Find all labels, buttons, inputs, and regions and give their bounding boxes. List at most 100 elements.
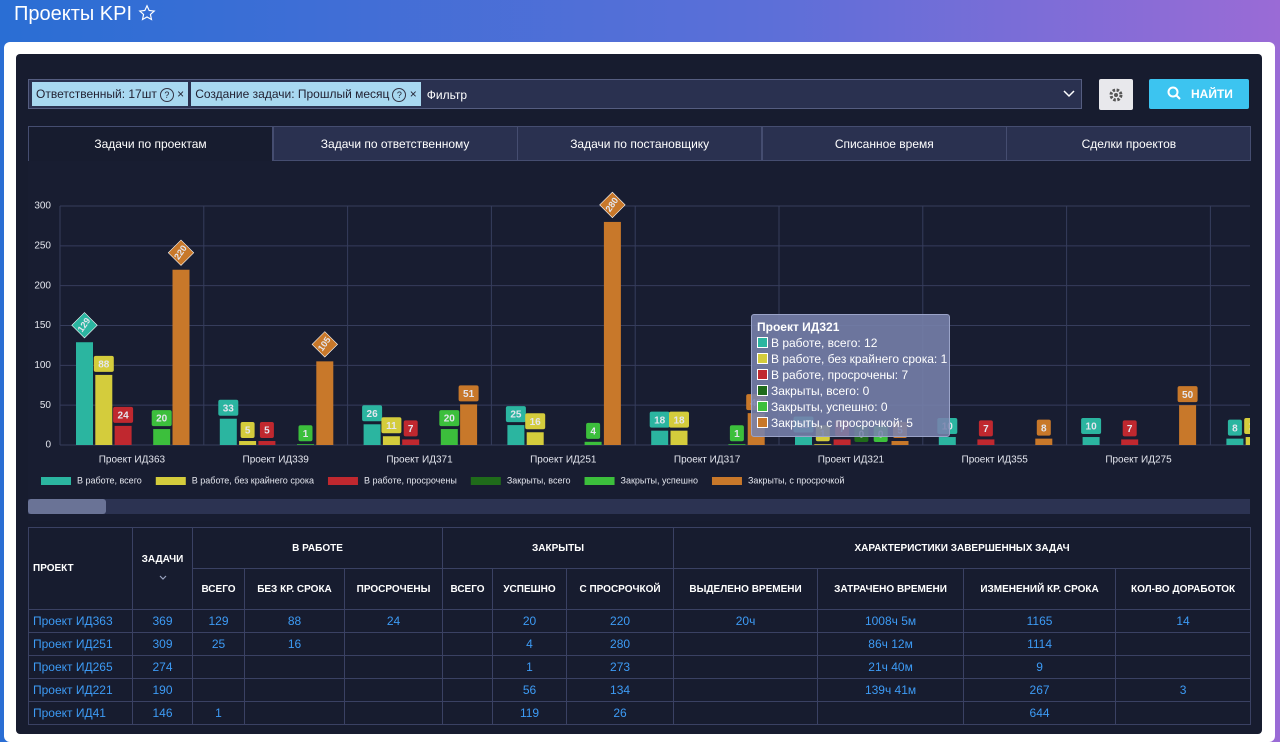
project-link[interactable]: Проект ИД41 bbox=[29, 702, 133, 725]
table-cell bbox=[674, 702, 818, 725]
data-label: 18 bbox=[650, 412, 670, 428]
table-cell bbox=[443, 610, 493, 633]
filter-bar[interactable]: Ответственный: 17шт? ×Создание задачи: П… bbox=[28, 79, 1082, 109]
legend-label: В работе, просрочены bbox=[364, 475, 457, 485]
legend-swatch bbox=[712, 477, 742, 485]
project-link[interactable]: Проект ИД265 bbox=[29, 656, 133, 679]
header-row: ВСЕГОБЕЗ КР. СРОКАПРОСРОЧЕНЫВСЕГОУСПЕШНО… bbox=[29, 569, 1251, 610]
filter-chip[interactable]: Ответственный: 17шт? × bbox=[32, 82, 188, 106]
project-link[interactable]: Проект ИД363 bbox=[29, 610, 133, 633]
tab[interactable]: Списанное время bbox=[762, 126, 1007, 161]
group-header: ЗАКРЫТЫ bbox=[443, 528, 674, 569]
legend-swatch bbox=[328, 477, 358, 485]
table-cell: 26 bbox=[567, 702, 674, 725]
x-tick-label: Проект ИД251 bbox=[530, 455, 597, 466]
sub-header: БЕЗ КР. СРОКА bbox=[245, 569, 345, 610]
tab[interactable]: Задачи по проектам bbox=[28, 126, 273, 161]
bar bbox=[814, 444, 831, 445]
data-label: 50 bbox=[1178, 386, 1198, 402]
data-label-text: 4 bbox=[590, 426, 596, 437]
tooltip-text: Закрыты, с просрочкой: 5 bbox=[771, 416, 913, 430]
table-cell: 9 bbox=[964, 656, 1116, 679]
scrollbar-thumb[interactable] bbox=[28, 499, 106, 514]
tooltip-title: Проект ИД321 bbox=[757, 319, 944, 335]
table-cell bbox=[674, 633, 818, 656]
data-label-text: 88 bbox=[98, 360, 110, 371]
tooltip-text: В работе, просрочены: 7 bbox=[771, 368, 908, 382]
sub-header: ПРОСРОЧЕНЫ bbox=[345, 569, 443, 610]
data-label-text: 33 bbox=[223, 403, 235, 414]
data-label: 5 bbox=[260, 422, 274, 438]
filter-chip[interactable]: Создание задачи: Прошлый месяц? × bbox=[191, 82, 421, 106]
x-tick-label: Проект ИД317 bbox=[674, 455, 741, 466]
bar bbox=[977, 439, 994, 445]
data-label: 33 bbox=[218, 400, 238, 416]
tooltip-swatch bbox=[757, 337, 768, 348]
table-cell bbox=[443, 656, 493, 679]
tooltip-swatch bbox=[757, 385, 768, 396]
sub-header: ИЗМЕНЕНИЙ КР. СРОКА bbox=[964, 569, 1116, 610]
sub-header: ЗАТРАЧЕНО ВРЕМЕНИ bbox=[818, 569, 964, 610]
tooltip-item: В работе, всего: 12 bbox=[757, 335, 944, 351]
gear-icon bbox=[1099, 79, 1133, 110]
help-icon[interactable]: ? bbox=[160, 88, 174, 102]
tooltip-swatch bbox=[757, 369, 768, 380]
table-cell: 1 bbox=[493, 656, 567, 679]
bar bbox=[258, 441, 275, 445]
header-text: ЗАКРЫТЫ bbox=[532, 543, 584, 554]
bar bbox=[585, 442, 602, 445]
data-label-text: 51 bbox=[463, 389, 475, 400]
data-label-text: 50 bbox=[1182, 390, 1194, 401]
data-label-text: 26 bbox=[367, 409, 379, 420]
group-header: ХАРАКТЕРИСТИКИ ЗАВЕРШЕННЫХ ЗАДАЧ bbox=[674, 528, 1251, 569]
bar bbox=[1246, 437, 1250, 445]
data-label-text: 1 bbox=[303, 429, 309, 440]
data-label: 8 bbox=[1228, 420, 1242, 436]
bar bbox=[892, 441, 909, 445]
data-label-text: 10 bbox=[1249, 422, 1250, 433]
table-cell bbox=[818, 702, 964, 725]
bar bbox=[220, 419, 237, 445]
bar bbox=[1035, 439, 1052, 445]
table-cell: 274 bbox=[133, 656, 193, 679]
table-cell bbox=[443, 633, 493, 656]
project-link[interactable]: Проект ИД251 bbox=[29, 633, 133, 656]
table-cell: 20 bbox=[493, 610, 567, 633]
tab[interactable]: Сделки проектов bbox=[1006, 126, 1251, 161]
tooltip-item: В работе, без крайнего срока: 1 bbox=[757, 351, 944, 367]
x-tick-label: Проект ИД371 bbox=[386, 455, 453, 466]
table-cell bbox=[1116, 702, 1251, 725]
y-tick-label: 0 bbox=[45, 440, 51, 451]
table-cell bbox=[674, 679, 818, 702]
sort-icon[interactable] bbox=[133, 573, 192, 584]
bar bbox=[153, 429, 170, 445]
tab[interactable]: Задачи по постановщику bbox=[517, 126, 762, 161]
data-label: 10 bbox=[1081, 418, 1101, 434]
settings-button[interactable] bbox=[1099, 79, 1133, 110]
button-text: НАЙТИ bbox=[1191, 87, 1233, 101]
table-cell: 16 bbox=[245, 633, 345, 656]
table-cell: 20ч bbox=[674, 610, 818, 633]
bar bbox=[297, 444, 314, 445]
tooltip-swatch bbox=[757, 401, 768, 412]
tab[interactable]: Задачи по ответственному bbox=[273, 126, 518, 161]
project-link[interactable]: Проект ИД221 bbox=[29, 679, 133, 702]
table-cell bbox=[245, 679, 345, 702]
bar bbox=[239, 441, 256, 445]
data-label-text: 8 bbox=[1232, 423, 1238, 434]
star-icon[interactable] bbox=[138, 4, 156, 22]
x-tick-label: Проект ИД355 bbox=[962, 455, 1029, 466]
group-header: ПРОЕКТ bbox=[29, 528, 133, 610]
table-cell: 220 bbox=[567, 610, 674, 633]
data-label: 25 bbox=[506, 406, 526, 422]
data-label-text: 1 bbox=[734, 429, 740, 440]
help-icon[interactable]: ? bbox=[392, 88, 406, 102]
sub-header: ВСЕГО bbox=[443, 569, 493, 610]
y-tick-label: 150 bbox=[34, 320, 51, 331]
search-button[interactable]: НАЙТИ bbox=[1149, 79, 1249, 109]
bar bbox=[364, 424, 381, 445]
dropdown-arrow[interactable] bbox=[1063, 89, 1075, 99]
bar bbox=[728, 444, 745, 445]
table-cell: 119 bbox=[493, 702, 567, 725]
table-cell bbox=[245, 656, 345, 679]
